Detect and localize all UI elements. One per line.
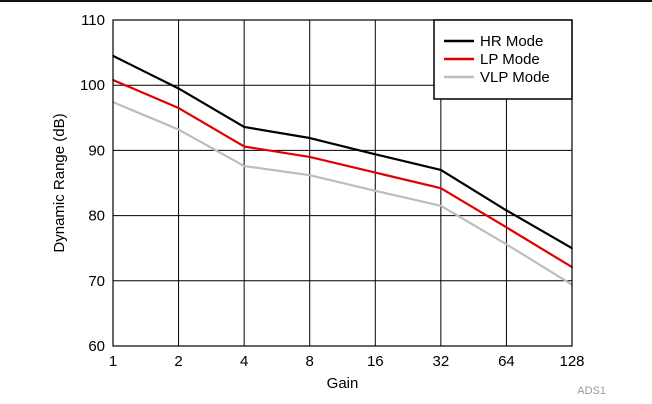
y-tick-label: 60 [88, 338, 105, 355]
series-1-point [505, 226, 508, 229]
series-1-point [374, 171, 377, 174]
x-axis-title: Gain [327, 375, 359, 392]
series-2-point [177, 128, 180, 131]
y-tick-label: 110 [81, 12, 105, 29]
x-tick-label: 1 [109, 353, 117, 370]
series-2-point [374, 190, 377, 192]
series-2-point [505, 243, 508, 246]
legend-label: VLP Mode [480, 69, 550, 86]
series-line-2 [112, 101, 573, 286]
legend-label: LP Mode [480, 51, 540, 68]
series-0-point [243, 126, 245, 128]
series-0-point [177, 87, 180, 90]
x-tick-label: 4 [240, 353, 248, 370]
top-rule [0, 0, 652, 2]
x-tick-label: 32 [433, 353, 450, 370]
x-tick-label: 128 [559, 353, 584, 370]
y-tick-label: 80 [88, 208, 105, 225]
y-axis-title: Dynamic Range (dB) [51, 113, 68, 252]
series-2-point [308, 174, 311, 176]
series-line-0 [112, 54, 573, 250]
y-tick-label: 100 [80, 77, 105, 94]
y-tick-label: 90 [88, 142, 105, 159]
figure-code-label: ADS1 [577, 385, 606, 397]
series-2-point [243, 165, 245, 167]
series-lines [112, 54, 573, 286]
y-tick-label: 70 [88, 273, 105, 290]
series-1-point [440, 187, 442, 190]
series-1-point [308, 156, 311, 158]
series-0-point [440, 169, 442, 171]
x-tick-label: 64 [498, 353, 515, 370]
x-tick-label: 16 [367, 353, 384, 370]
series-2-point [440, 205, 442, 207]
series-line-1 [112, 78, 573, 269]
series-0-point [308, 137, 311, 139]
plot-border [112, 19, 573, 347]
series-0-point [374, 153, 377, 156]
tick-labels: 1 2 4 8 16 32 64 128 60 70 80 90 100 110 [80, 12, 585, 370]
x-tick-label: 8 [306, 353, 314, 370]
series-1-point [243, 145, 245, 148]
legend-label: HR Mode [480, 33, 543, 50]
series-0-point [505, 209, 508, 212]
series-1-point [177, 107, 180, 109]
x-tick-label: 2 [174, 353, 182, 370]
